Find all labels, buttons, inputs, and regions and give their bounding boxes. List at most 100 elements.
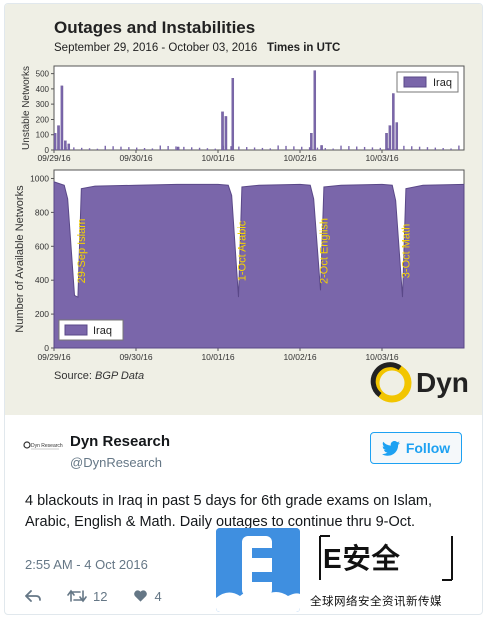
like-count: 4 <box>154 588 162 604</box>
bottom-y-tick-label: 800 <box>35 207 49 217</box>
unstable-networks-chart: Unstable Networks 0 100 200 300 400 500 09/29… <box>21 65 465 163</box>
top-baseline-bar <box>183 146 185 150</box>
tweet-text: 4 blackouts in Iraq in past 5 days for 6… <box>25 493 433 530</box>
top-baseline-bar <box>387 148 389 150</box>
top-x-tick-label: 10/02/16 <box>283 153 316 163</box>
tweet-body: Dyn Research Dyn Research @DynResearch F… <box>5 416 482 614</box>
top-baseline-bar <box>285 145 287 150</box>
top-baseline-bar <box>426 147 429 150</box>
top-baseline-bar <box>379 147 382 150</box>
top-bar <box>392 93 395 151</box>
twitter-bird-icon <box>381 440 400 456</box>
top-baseline-bar <box>450 148 452 150</box>
top-y-tick-label: 200 <box>36 115 50 124</box>
top-baseline-bar <box>191 147 193 150</box>
top-baseline-bar <box>340 145 342 150</box>
chart-timezone: Times in UTC <box>267 42 341 54</box>
outage-charts: Unstable Networks 0 100 200 300 400 500 09/29… <box>14 65 465 362</box>
esec-subtitle: 全球网络安全资讯新传媒 <box>310 594 442 608</box>
tweet-timestamp[interactable]: 2:55 AM - 4 Oct 2016 <box>25 557 148 572</box>
top-bar <box>320 145 323 151</box>
bottom-y-tick-label: 0 <box>44 343 49 353</box>
chart-title: Outages and Instabilities <box>54 18 256 37</box>
top-bar <box>67 143 71 151</box>
top-y-tick-label: 300 <box>36 100 50 109</box>
top-baseline-bar <box>277 145 279 150</box>
top-bar <box>176 146 180 151</box>
top-x-tick-label: 10/03/16 <box>365 153 398 163</box>
top-baseline-bar <box>261 147 264 150</box>
top-baseline-bar <box>332 148 334 150</box>
avatar[interactable]: Dyn Research <box>23 438 63 456</box>
top-bar <box>231 78 235 151</box>
top-bar <box>57 125 60 151</box>
retweet-button[interactable]: 12 <box>67 589 107 604</box>
author-handle[interactable]: @DynResearch <box>70 455 162 470</box>
heart-icon <box>134 590 148 602</box>
bottom-x-tick-label: 09/30/16 <box>119 352 152 362</box>
top-bar <box>53 133 57 151</box>
top-baseline-bar <box>363 146 366 150</box>
top-baseline-bar <box>73 147 75 150</box>
bottom-x-tick-label: 10/02/16 <box>283 352 316 362</box>
top-baseline-bar <box>246 147 248 150</box>
top-y-tick-label: 0 <box>45 146 50 155</box>
top-baseline-bar <box>238 146 240 150</box>
dyn-logo <box>370 362 412 403</box>
top-chart-ylabel: Unstable Networks <box>21 66 32 150</box>
top-bar <box>313 70 317 151</box>
top-baseline-bar <box>96 148 99 150</box>
top-x-tick-label: 09/30/16 <box>119 153 152 163</box>
top-baseline-bar <box>253 147 256 150</box>
top-baseline-bar <box>214 148 216 150</box>
top-baseline-bar <box>120 146 122 150</box>
follow-label: Follow <box>405 440 451 456</box>
bottom-x-tick-label: 10/01/16 <box>201 352 234 362</box>
follow-button[interactable]: Follow <box>370 432 462 464</box>
top-chart-legend-label: Iraq <box>433 77 452 89</box>
bottom-y-tick-label: 600 <box>35 241 49 251</box>
author-name[interactable]: Dyn Research <box>70 433 171 450</box>
top-baseline-bar <box>112 146 114 150</box>
tweet-actions: 12 4 <box>25 586 162 606</box>
top-baseline-bar <box>301 146 303 150</box>
like-button[interactable]: 4 <box>133 588 162 604</box>
top-baseline-bar <box>418 146 421 150</box>
iraq-area-series <box>53 181 465 349</box>
reply-icon <box>25 590 41 602</box>
top-baseline-bar <box>128 147 130 150</box>
top-baseline-bar <box>356 146 358 150</box>
top-bar <box>395 122 399 151</box>
reply-button[interactable] <box>25 589 41 603</box>
top-bar <box>60 85 64 151</box>
top-baseline-bar <box>403 145 405 150</box>
top-baseline-bar <box>167 145 169 150</box>
esec-tile-icon <box>216 528 300 612</box>
bottom-chart-legend: Iraq <box>58 319 124 341</box>
top-y-tick-label: 400 <box>36 85 50 94</box>
top-baseline-bar <box>434 147 437 150</box>
bottom-x-tick-label: 09/29/16 <box>37 352 70 362</box>
top-baseline-bar <box>136 147 138 150</box>
top-baseline-bar <box>316 147 319 150</box>
top-baseline-bar <box>151 148 154 150</box>
bottom-y-tick-label: 200 <box>35 309 49 319</box>
chart-date-range: September 29, 2016 - October 03, 2016 <box>54 42 258 54</box>
top-baseline-bar <box>411 146 413 150</box>
top-baseline-bar <box>159 145 161 150</box>
bottom-chart-ylabel: Number of Available Networks <box>14 185 26 333</box>
top-baseline-bar <box>442 148 444 150</box>
tweet-card: Outages and Instabilities September 29, … <box>4 3 483 615</box>
avatar-text: Dyn Research <box>31 443 63 449</box>
chart-source: Source: BGP Data <box>54 370 144 382</box>
outage-annotation: 3-Oct Math <box>400 224 412 278</box>
top-baseline-bar <box>104 145 106 150</box>
top-bar <box>221 111 224 151</box>
source-value: BGP Data <box>94 370 145 382</box>
top-bar <box>64 140 67 151</box>
bottom-x-tick-label: 10/03/16 <box>365 352 398 362</box>
dyn-swirl-icon <box>370 362 412 403</box>
retweet-count: 12 <box>93 588 108 604</box>
top-x-tick-label: 09/29/16 <box>37 153 70 163</box>
top-bar <box>388 125 392 151</box>
